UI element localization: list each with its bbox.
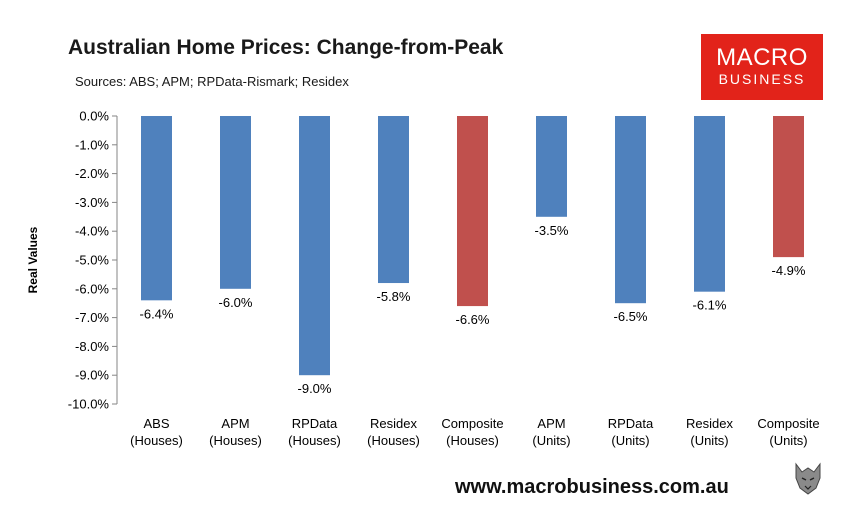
x-tick-label: RPData (292, 416, 338, 431)
bar (299, 116, 330, 376)
x-tick-label: (Units) (690, 433, 728, 448)
bar (773, 116, 804, 258)
y-tick-label: -2.0% (75, 166, 109, 181)
bar (220, 116, 251, 289)
x-tick-label: (Houses) (367, 433, 420, 448)
footer-url: www.macrobusiness.com.au (455, 476, 729, 498)
data-label: -6.0% (219, 295, 253, 310)
logo-line-2: BUSINESS (718, 71, 806, 87)
x-tick-label: (Units) (769, 433, 807, 448)
x-tick-label: (Units) (611, 433, 649, 448)
logo-line-1: MACRO (716, 44, 808, 71)
bar (615, 116, 646, 304)
x-tick-label: Composite (757, 416, 819, 431)
y-tick-label: -7.0% (75, 310, 109, 325)
x-tick-label: (Houses) (446, 433, 499, 448)
x-tick-label: Residex (370, 416, 417, 431)
x-tick-label: (Houses) (130, 433, 183, 448)
y-tick-label: -1.0% (75, 137, 109, 152)
x-tick-label: (Houses) (209, 433, 262, 448)
wolf-mascot-icon (790, 458, 826, 498)
data-label: -6.6% (456, 312, 490, 327)
bar (378, 116, 409, 284)
x-tick-label: RPData (608, 416, 654, 431)
y-tick-label: -8.0% (75, 339, 109, 354)
data-label: -4.9% (772, 263, 806, 278)
x-tick-label: ABS (143, 416, 169, 431)
y-tick-label: -5.0% (75, 253, 109, 268)
y-axis-title: Real Values (26, 226, 40, 293)
data-label: -3.5% (535, 223, 569, 238)
y-tick-label: -6.0% (75, 281, 109, 296)
bar (457, 116, 488, 307)
x-tick-label: (Units) (532, 433, 570, 448)
data-label: -5.8% (377, 289, 411, 304)
macrobusiness-logo: MACRO BUSINESS (701, 34, 823, 100)
x-tick-label: (Houses) (288, 433, 341, 448)
x-tick-label: Residex (686, 416, 733, 431)
y-tick-label: -4.0% (75, 224, 109, 239)
data-label: -6.5% (614, 309, 648, 324)
x-tick-label: Composite (441, 416, 503, 431)
data-label: -9.0% (298, 381, 332, 396)
bar (536, 116, 567, 217)
chart-title: Australian Home Prices: Change-from-Peak (68, 36, 504, 59)
y-tick-label: -3.0% (75, 195, 109, 210)
y-tick-label: -10.0% (68, 397, 110, 412)
data-label: -6.4% (140, 306, 174, 321)
data-label: -6.1% (693, 298, 727, 313)
y-tick-label: -9.0% (75, 368, 109, 383)
bar (141, 116, 172, 301)
x-tick-label: APM (537, 416, 565, 431)
x-tick-label: APM (221, 416, 249, 431)
bar (694, 116, 725, 292)
y-tick-label: 0.0% (79, 109, 109, 124)
chart-subtitle: Sources: ABS; APM; RPData-Rismark; Resid… (75, 74, 349, 89)
